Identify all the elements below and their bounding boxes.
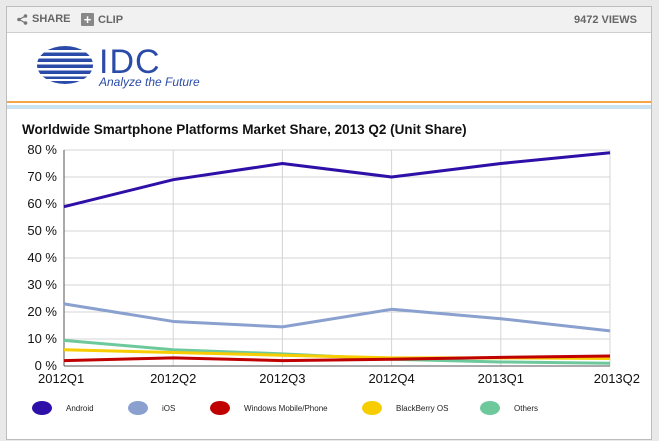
share-icon bbox=[17, 13, 28, 25]
share-label: SHARE bbox=[32, 13, 71, 25]
divider-blue bbox=[7, 105, 651, 109]
legend-label: BlackBerry OS bbox=[396, 404, 448, 413]
toolbar: SHARE + CLIP 9472 VIEWS bbox=[7, 7, 651, 33]
legend: Android iOS Windows Mobile/Phone BlackBerry… bbox=[32, 401, 538, 415]
legend-item: Android bbox=[32, 401, 94, 415]
y-tick-label: 20 % bbox=[27, 304, 57, 319]
legend-item: BlackBerry OS bbox=[362, 401, 448, 415]
y-axis-ticks: 0 % 10 % 20 % 30 % 40 % 50 % 60 % 70 % 80 % bbox=[27, 142, 57, 373]
legend-marker bbox=[128, 401, 148, 415]
legend-item: Windows Mobile/Phone bbox=[210, 401, 328, 415]
clip-button[interactable]: + CLIP bbox=[81, 13, 123, 26]
idc-globe-icon bbox=[35, 46, 95, 84]
widget-frame: SHARE + CLIP 9472 VIEWS IDC Analyze the … bbox=[6, 6, 652, 440]
y-tick-label: 0 % bbox=[35, 358, 58, 373]
logo-tagline: Analyze the Future bbox=[99, 75, 200, 89]
legend-label: Windows Mobile/Phone bbox=[244, 404, 328, 413]
legend-label: iOS bbox=[162, 404, 175, 413]
x-tick-label: 2012Q2 bbox=[150, 371, 196, 386]
x-tick-label: 2012Q4 bbox=[368, 371, 414, 386]
chart-grid bbox=[63, 149, 611, 367]
legend-marker bbox=[32, 401, 52, 415]
clip-label: CLIP bbox=[98, 13, 124, 26]
chart-title: Worldwide Smartphone Platforms Market Sh… bbox=[22, 122, 467, 137]
legend-marker bbox=[480, 401, 500, 415]
y-tick-label: 80 % bbox=[27, 142, 57, 157]
y-tick-label: 40 % bbox=[27, 250, 57, 265]
share-button[interactable]: SHARE bbox=[17, 13, 71, 25]
x-tick-label: 2012Q1 bbox=[38, 371, 84, 386]
legend-marker bbox=[362, 401, 382, 415]
series-line-windows-mobile-phone bbox=[63, 354, 611, 363]
y-tick-label: 70 % bbox=[27, 169, 57, 184]
series-lines bbox=[63, 151, 611, 365]
legend-item: Others bbox=[480, 401, 538, 415]
legend-label: Android bbox=[66, 404, 94, 413]
y-tick-label: 60 % bbox=[27, 196, 57, 211]
x-tick-label: 2013Q2 bbox=[594, 371, 640, 386]
y-tick-label: 10 % bbox=[27, 331, 57, 346]
series-line-ios bbox=[63, 302, 611, 333]
plus-icon: + bbox=[81, 13, 94, 26]
legend-item: iOS bbox=[128, 401, 175, 415]
legend-marker bbox=[210, 401, 230, 415]
x-axis-ticks: 2012Q1 2012Q2 2012Q3 2012Q4 2013Q1 2013Q2 bbox=[38, 371, 640, 386]
x-tick-label: 2012Q3 bbox=[259, 371, 305, 386]
legend-label: Others bbox=[514, 404, 538, 413]
y-tick-label: 50 % bbox=[27, 223, 57, 238]
divider-orange bbox=[7, 101, 651, 103]
y-tick-label: 30 % bbox=[27, 277, 57, 292]
logo-name: IDC bbox=[99, 43, 161, 81]
x-tick-label: 2013Q1 bbox=[478, 371, 524, 386]
view-count: 9472 VIEWS bbox=[574, 14, 637, 26]
header bbox=[7, 33, 651, 101]
series-line-android bbox=[63, 151, 611, 209]
